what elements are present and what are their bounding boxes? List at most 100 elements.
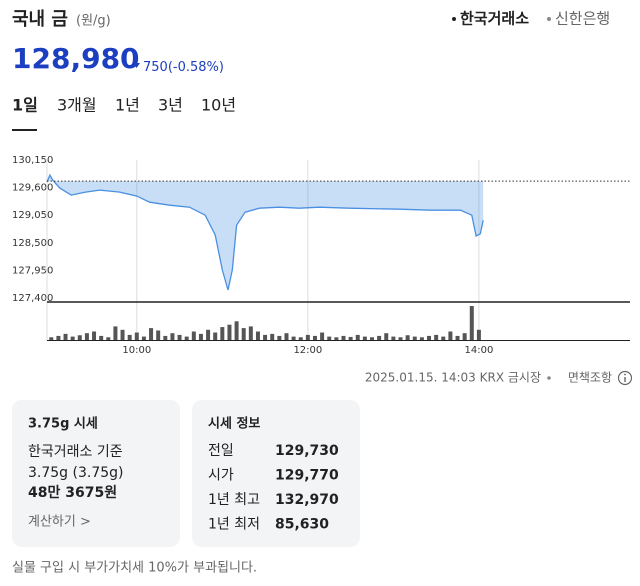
row-label: 1년 최저: [208, 517, 260, 533]
volume-bar: [327, 336, 332, 340]
volume-bar: [141, 336, 146, 340]
row-value: 85,630: [275, 517, 329, 533]
volume-bar: [412, 336, 417, 340]
volume-bar: [384, 333, 389, 340]
volume-bar: [156, 330, 161, 340]
source-tab[interactable]: 한국거래소: [460, 10, 529, 28]
volume-bar: [170, 333, 175, 340]
volume-bar: [255, 331, 260, 340]
card-text: 3.75g (3.75g): [28, 465, 124, 481]
timestamp: 2025.01.15. 14:03 KRX 금시장: [365, 371, 541, 385]
volume-bar: [427, 335, 432, 340]
tab[interactable]: 1년: [115, 96, 140, 115]
volume-bar: [241, 328, 246, 340]
card-title: 3.75g 시세: [28, 417, 98, 432]
volume-bar: [113, 326, 118, 340]
volume-bar: [398, 337, 403, 340]
volume-bar: [355, 334, 360, 340]
y-tick-label: 127,950: [12, 265, 53, 276]
bullet: [452, 17, 456, 21]
row-value: 132,970: [275, 492, 339, 508]
volume-bar: [469, 306, 474, 340]
tab[interactable]: 10년: [201, 96, 236, 115]
volume-bar: [177, 334, 182, 340]
disclaimer[interactable]: 면책조항: [568, 370, 612, 385]
price: 128,980: [12, 42, 140, 75]
bullet: [547, 17, 551, 21]
title: 국내 금: [12, 9, 68, 30]
card-title: 시세 정보: [208, 416, 260, 432]
tab[interactable]: 1일: [12, 96, 38, 115]
row-value: 129,770: [275, 468, 339, 484]
volume-bar: [63, 333, 68, 340]
volume-bar: [49, 337, 54, 340]
volume-bar: [291, 336, 296, 340]
volume-bar: [191, 331, 196, 340]
unit: (원/g): [76, 14, 111, 29]
card-text: 한국거래소 기준: [28, 444, 123, 460]
volume-bar: [84, 333, 89, 340]
volume-bar: [312, 335, 317, 340]
y-tick-label: 129,050: [12, 210, 53, 221]
change: 750(-0.58%): [143, 60, 224, 75]
volume-bar: [198, 333, 203, 340]
volume-bar: [149, 328, 154, 340]
volume-bar: [284, 333, 289, 340]
tab[interactable]: 3개월: [57, 96, 97, 115]
row-value: 129,730: [275, 443, 339, 459]
down-arrow: [133, 63, 140, 68]
volume-bar: [227, 324, 232, 340]
volume-bar: [134, 332, 139, 340]
volume-bar: [434, 334, 439, 340]
volume-bar: [455, 335, 460, 340]
volume-bar: [106, 337, 111, 340]
volume-bar: [377, 335, 382, 340]
row-label: 1년 최고: [208, 492, 260, 508]
volume-bar: [120, 329, 125, 340]
card: [12, 400, 180, 547]
info-icon[interactable]: [617, 370, 633, 386]
volume-bar: [99, 335, 104, 340]
volume-bar: [448, 331, 453, 340]
tab[interactable]: 3년: [158, 96, 183, 115]
volume-bar: [263, 334, 268, 340]
calc-link[interactable]: 계산하기 >: [28, 515, 91, 530]
volume-bar: [305, 334, 310, 340]
volume-bar: [70, 336, 75, 340]
volume-bar: [206, 329, 211, 340]
volume-bar: [234, 321, 239, 340]
volume-bar: [320, 332, 325, 340]
price-line: [46, 173, 484, 291]
card: [192, 400, 360, 547]
volume-bar: [391, 336, 396, 340]
bullet: [547, 376, 551, 380]
row-label: 전일: [208, 443, 234, 459]
x-tick-label: 10:00: [122, 345, 151, 356]
change-value: 750: [143, 60, 168, 75]
volume-bar: [341, 335, 346, 340]
footnote: 실물 구입 시 부가가치세 10%가 부과됩니다.: [12, 561, 257, 576]
row-label: 시가: [208, 468, 234, 484]
volume-bar: [127, 334, 132, 340]
source-tab[interactable]: 신한은행: [555, 10, 610, 28]
card-price: 48만 3675원: [28, 485, 117, 501]
volume-bar: [362, 336, 367, 340]
volume-bar: [213, 332, 218, 340]
volume-bar: [270, 333, 275, 340]
volume-bar: [248, 326, 253, 340]
x-tick-label: 14:00: [464, 345, 493, 356]
volume-bar: [419, 337, 424, 340]
volume-bar: [348, 336, 353, 340]
x-tick-label: 12:00: [293, 345, 322, 356]
y-tick-label: 127,400: [12, 293, 53, 304]
chart: 130,150 129,600 129,050 128,500 127,950 127,4…: [12, 155, 630, 356]
change-pct: (-0.58%): [168, 60, 224, 75]
tab-underline: [12, 129, 37, 131]
volume-bar: [92, 331, 97, 340]
volume-bar: [462, 333, 467, 340]
volume-bar: [77, 335, 82, 340]
volume-bar: [334, 337, 339, 340]
volume-bar: [163, 335, 168, 340]
volume-bar: [441, 336, 446, 340]
volume-bar: [220, 327, 225, 340]
